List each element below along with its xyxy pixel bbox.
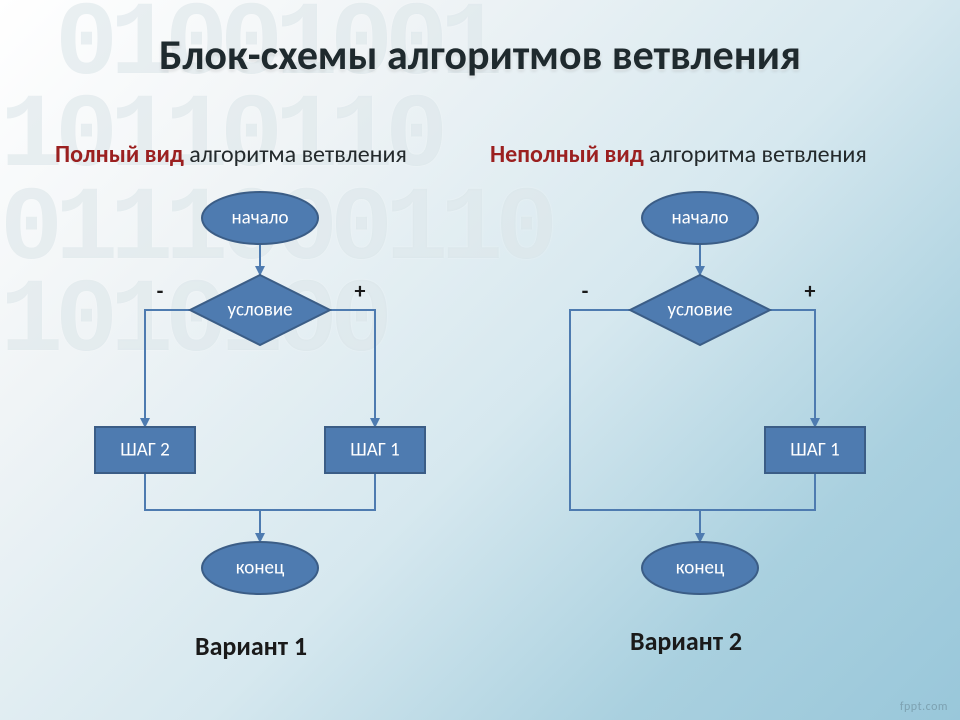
flow-edge xyxy=(145,473,260,510)
flowchart-partial: начало условие ШАГ 1 конец - + xyxy=(500,180,900,620)
flow-edge xyxy=(770,310,815,427)
subtitle-partial-rest: алгоритма ветвления xyxy=(644,140,867,169)
flow-node-label-cond: условие xyxy=(667,299,732,322)
branch-label: - xyxy=(157,277,164,304)
subtitle-full-rest: алгоритма ветвления xyxy=(184,140,407,169)
flow-node-label-start: начало xyxy=(232,207,289,230)
subtitle-partial-lead: Неполный вид xyxy=(490,140,644,169)
branch-label: - xyxy=(582,277,589,304)
watermark: fppt.com xyxy=(900,700,948,714)
subtitle-full: Полный вид алгоритма ветвления xyxy=(55,140,407,169)
flow-node-label-start: начало xyxy=(672,207,729,230)
subtitle-full-lead: Полный вид xyxy=(55,140,184,169)
slide: 01001001 10110110 0111000110 1010100 Бло… xyxy=(0,0,960,720)
flow-edge xyxy=(570,310,700,510)
branch-label: + xyxy=(355,277,366,304)
flow-node-label-end: конец xyxy=(676,557,725,580)
flow-edge xyxy=(330,310,375,427)
variant-1-label: Вариант 1 xyxy=(195,630,307,662)
flow-edge xyxy=(145,310,190,427)
slide-title: Блок-схемы алгоритмов ветвления xyxy=(0,30,960,81)
flow-edge xyxy=(260,473,375,510)
subtitle-partial: Неполный вид алгоритма ветвления xyxy=(490,140,867,169)
variant-2-label: Вариант 2 xyxy=(630,625,742,657)
branch-label: + xyxy=(805,277,816,304)
flow-node-label-s1: ШАГ 1 xyxy=(350,439,400,462)
flowchart-full: начало условие ШАГ 2 ШАГ 1 конец - + xyxy=(60,180,460,620)
flow-node-label-s1: ШАГ 1 xyxy=(790,439,840,462)
flow-node-label-end: конец xyxy=(236,557,285,580)
flow-edge xyxy=(700,473,815,510)
flow-node-label-s2: ШАГ 2 xyxy=(120,439,170,462)
flow-node-label-cond: условие xyxy=(227,299,292,322)
